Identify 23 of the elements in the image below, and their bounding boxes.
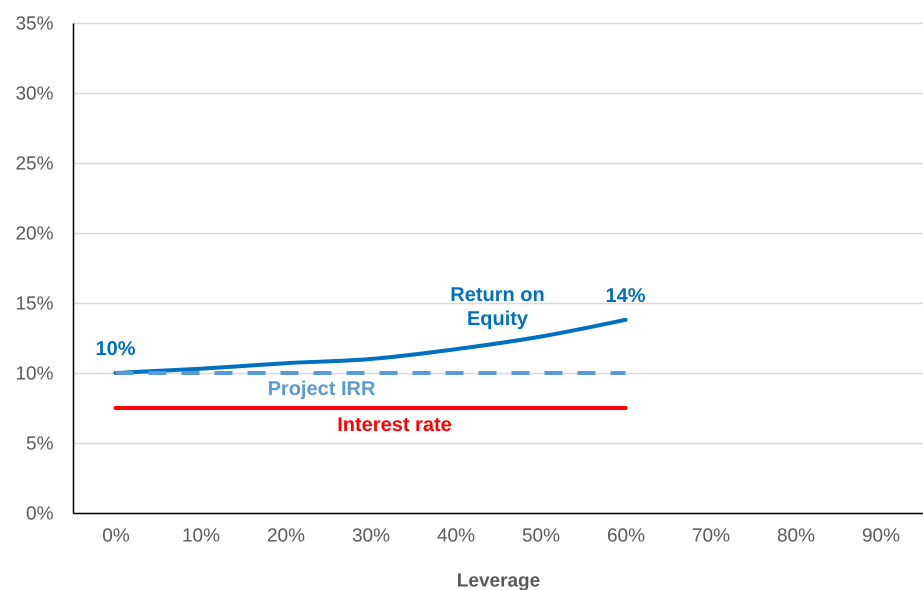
y-tick-label: 20% xyxy=(15,224,54,244)
x-tick-label: 80% xyxy=(776,526,816,546)
y-tick-label: 10% xyxy=(15,364,54,384)
x-tick-label: 90% xyxy=(862,526,900,546)
y-tick-label: 0% xyxy=(26,504,54,524)
x-tick-label: 40% xyxy=(436,526,476,546)
x-tick-label: 60% xyxy=(606,526,646,546)
x-tick-label: 70% xyxy=(692,526,730,546)
y-tick-label: 5% xyxy=(26,434,54,454)
series-label: Interest rate xyxy=(337,414,452,436)
data-label: 14% xyxy=(605,284,646,307)
y-tick-label: 30% xyxy=(15,84,54,104)
series-label: Project IRR xyxy=(268,378,376,400)
x-tick-label: 20% xyxy=(266,526,306,546)
x-tick-label: 0% xyxy=(102,526,130,546)
x-tick-label: 50% xyxy=(522,526,560,546)
y-tick-label: 25% xyxy=(15,154,54,174)
x-tick-label: 10% xyxy=(182,526,220,546)
y-tick-label: 15% xyxy=(15,294,54,314)
series-label: Return on Equity xyxy=(450,284,545,330)
y-tick-label: 35% xyxy=(15,14,54,34)
x-tick-label: 30% xyxy=(352,526,390,546)
data-label: 10% xyxy=(95,338,136,360)
